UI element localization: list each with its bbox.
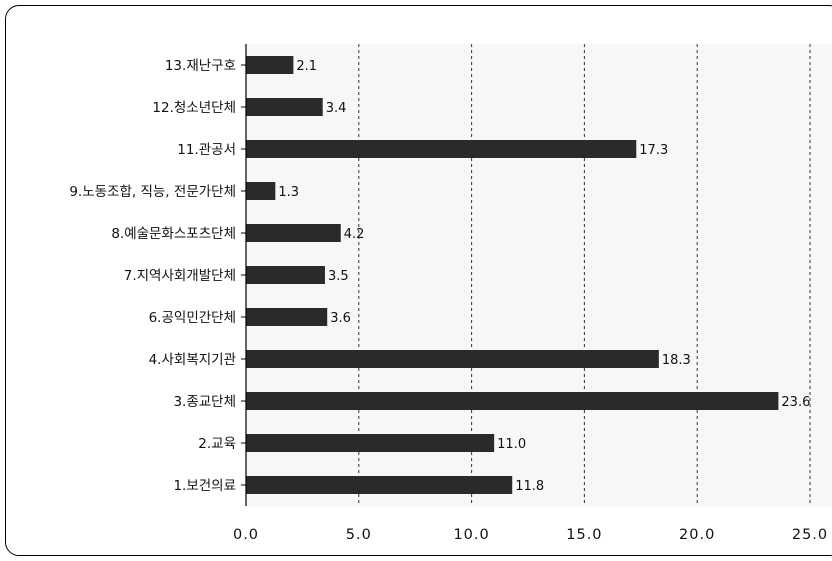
bar xyxy=(246,224,341,242)
y-axis xyxy=(241,44,247,506)
category-label: 4.사회복지기관 xyxy=(149,352,236,368)
bar xyxy=(246,308,328,326)
category-label: 9.노동조합, 직능, 전문가단체 xyxy=(69,184,236,200)
category-label: 3.종교단체 xyxy=(173,394,236,410)
value-label: 4.2 xyxy=(344,227,365,242)
category-labels: 13.재난구호 12.청소년단체 11.관공서 9.노동조합, 직능, 전문가단체 8.… xyxy=(69,58,236,494)
bar xyxy=(246,56,294,74)
value-label: 1.3 xyxy=(278,185,299,200)
value-label: 3.4 xyxy=(326,101,347,116)
bar xyxy=(246,476,513,494)
value-label: 17.3 xyxy=(639,143,668,158)
x-tick-label: 25.0 xyxy=(792,527,828,543)
value-label: 2.1 xyxy=(296,59,317,74)
value-labels: 2.1 3.4 17.3 1.3 4.2 3.5 3.6 18.3 23.6 11.0 11.8 xyxy=(278,59,810,494)
grid-lines xyxy=(358,44,811,506)
bar xyxy=(246,434,495,452)
category-label: 12.청소년단체 xyxy=(152,100,236,116)
value-label: 23.6 xyxy=(781,395,810,410)
bar xyxy=(246,266,325,284)
category-label: 6.공익민간단체 xyxy=(149,310,236,326)
category-label: 1.보건의료 xyxy=(173,478,236,494)
bar xyxy=(246,98,323,116)
x-tick-label: 20.0 xyxy=(679,527,715,543)
bar xyxy=(246,182,276,200)
x-tick-label: 5.0 xyxy=(346,527,372,543)
category-label: 11.관공서 xyxy=(177,142,236,158)
x-tick-labels: 0.0 5.0 10.0 15.0 20.0 25.0 xyxy=(233,527,828,543)
category-label: 2.교육 xyxy=(198,436,236,452)
category-label: 7.지역사회개발단체 xyxy=(124,268,236,284)
x-tick-label: 0.0 xyxy=(233,527,259,543)
x-tick-label: 15.0 xyxy=(566,527,602,543)
category-label: 8.예술문화스포츠단체 xyxy=(111,226,236,242)
value-label: 3.6 xyxy=(330,311,351,326)
bar xyxy=(246,392,779,410)
category-label: 13.재난구호 xyxy=(165,58,236,74)
value-label: 11.8 xyxy=(515,479,544,494)
plot-area xyxy=(246,44,832,506)
bar xyxy=(246,140,637,158)
value-label: 18.3 xyxy=(662,353,691,368)
value-label: 11.0 xyxy=(497,437,526,452)
value-label: 3.5 xyxy=(328,269,349,284)
bars xyxy=(246,56,779,494)
bar xyxy=(246,350,659,368)
x-tick-label: 10.0 xyxy=(453,527,489,543)
